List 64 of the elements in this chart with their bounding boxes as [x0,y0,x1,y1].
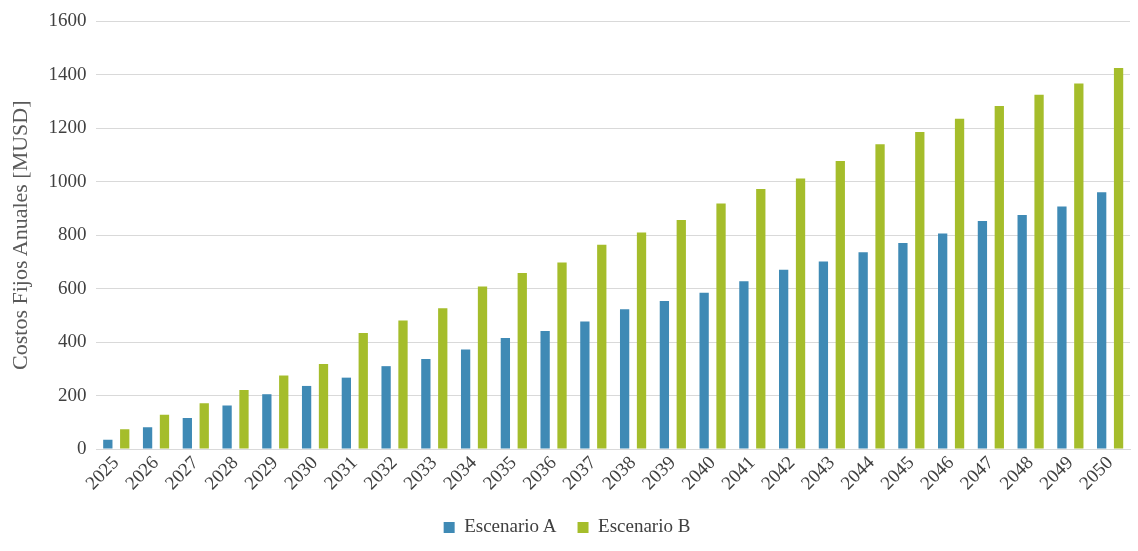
bar [994,106,1004,449]
bar [262,394,272,449]
bar [239,389,249,449]
bar [875,144,885,449]
y-tick-label: 200 [57,383,87,405]
bar [421,358,431,449]
bar [597,244,607,449]
bar [977,221,988,449]
bar [477,286,488,449]
bar [318,364,329,449]
bar [716,203,726,449]
bar [898,242,908,449]
bar [636,232,647,449]
bar [580,321,590,449]
bar [699,292,709,449]
bar [1097,192,1107,449]
bar [222,405,232,449]
bar [1113,67,1124,449]
bar [954,118,965,449]
bar [739,281,749,449]
bar [159,414,170,449]
bar [182,418,192,449]
bar [676,219,686,449]
bar [858,252,868,449]
y-tick-label: 0 [76,436,87,458]
bar [301,385,312,449]
y-tick-label: 600 [57,276,87,298]
legend-label: Escenario B [598,515,691,537]
bar [500,338,511,449]
y-tick-label: 1000 [48,169,87,191]
bar [358,333,368,449]
bar [915,132,925,449]
bar [199,403,209,449]
bar [120,429,130,449]
bar [818,261,829,449]
legend-label: Escenario A [464,515,557,537]
bar [103,439,113,449]
bar [398,320,408,449]
y-tick-label: 800 [57,223,87,245]
bar [835,160,845,449]
y-tick-label: 400 [57,330,87,352]
bar [1034,94,1044,449]
y-tick-label: 1200 [48,116,87,138]
bar [460,349,471,449]
bar [517,272,527,449]
bar [1017,214,1027,449]
bar [381,366,391,449]
bar [540,330,550,449]
bar [659,300,670,449]
bar [1057,206,1067,449]
bar [795,178,806,449]
bar [1074,83,1084,449]
bar [142,427,153,449]
bar [557,262,567,449]
bar [619,309,630,449]
bar [779,269,789,449]
bar [938,233,948,449]
y-tick-label: 1400 [48,62,87,84]
y-tick-label: 1600 [48,9,87,31]
bar [756,188,766,449]
bar [438,308,448,449]
y-axis-title: Costos Fijos Anuales [MUSD] [6,100,32,370]
bar [341,377,351,449]
bar [279,375,289,449]
